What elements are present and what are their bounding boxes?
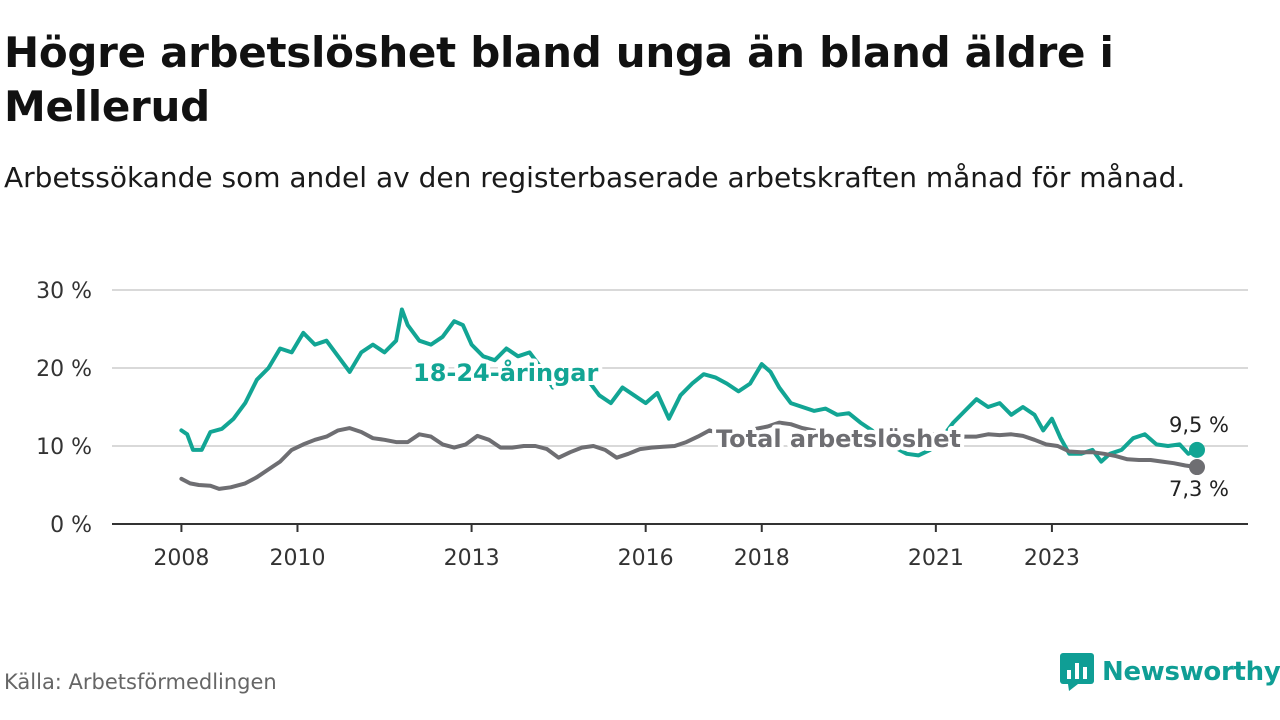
x-tick-label: 2010 xyxy=(269,546,325,571)
brand: Newsworthy xyxy=(1060,652,1280,692)
series-layer xyxy=(179,307,1205,491)
y-tick-label: 30 % xyxy=(36,279,92,304)
x-tick-label: 2013 xyxy=(444,546,500,571)
chart-subtitle: Arbetssökande som andel av den registerb… xyxy=(4,161,1186,194)
x-tick-label: 2018 xyxy=(734,546,790,571)
series-line-youth xyxy=(179,307,1199,464)
series-label-total: Total arbetslöshet xyxy=(716,425,961,453)
bar-chart-logo-icon xyxy=(1060,653,1094,691)
series-line-total xyxy=(179,420,1199,491)
series-endpoint-youth xyxy=(1189,441,1205,458)
x-tick-label: 2021 xyxy=(908,546,964,571)
brand-name: Newsworthy xyxy=(1102,657,1280,687)
series-label-youth: 18-24-åringar xyxy=(413,358,598,387)
source-note: Källa: Arbetsförmedlingen xyxy=(4,670,277,694)
grid-layer xyxy=(112,289,1248,447)
x-tick-label: 2008 xyxy=(153,546,209,571)
chart-title: Högre arbetslöshet bland unga än bland ä… xyxy=(4,28,1114,131)
y-tick-label: 10 % xyxy=(36,435,92,460)
end-label-youth: 9,5 % xyxy=(1169,413,1229,437)
y-tick-label: 20 % xyxy=(36,357,92,382)
x-tick-label: 2016 xyxy=(618,546,674,571)
line-chart: 0 % 10 % 20 % 30 % 2008 2010 2013 2016 2018 2021 2… xyxy=(36,279,1248,571)
y-tick-label: 0 % xyxy=(50,513,92,538)
label-layer: 18-24-åringar Total arbetslöshet 9,5 % 7,3 … xyxy=(409,354,1229,501)
x-tick-label: 2023 xyxy=(1024,546,1080,571)
axis-layer: 0 % 10 % 20 % 30 % 2008 2010 2013 2016 2018 2021 2… xyxy=(36,279,1248,571)
series-endpoint-total xyxy=(1189,459,1205,476)
end-label-total: 7,3 % xyxy=(1169,477,1229,501)
